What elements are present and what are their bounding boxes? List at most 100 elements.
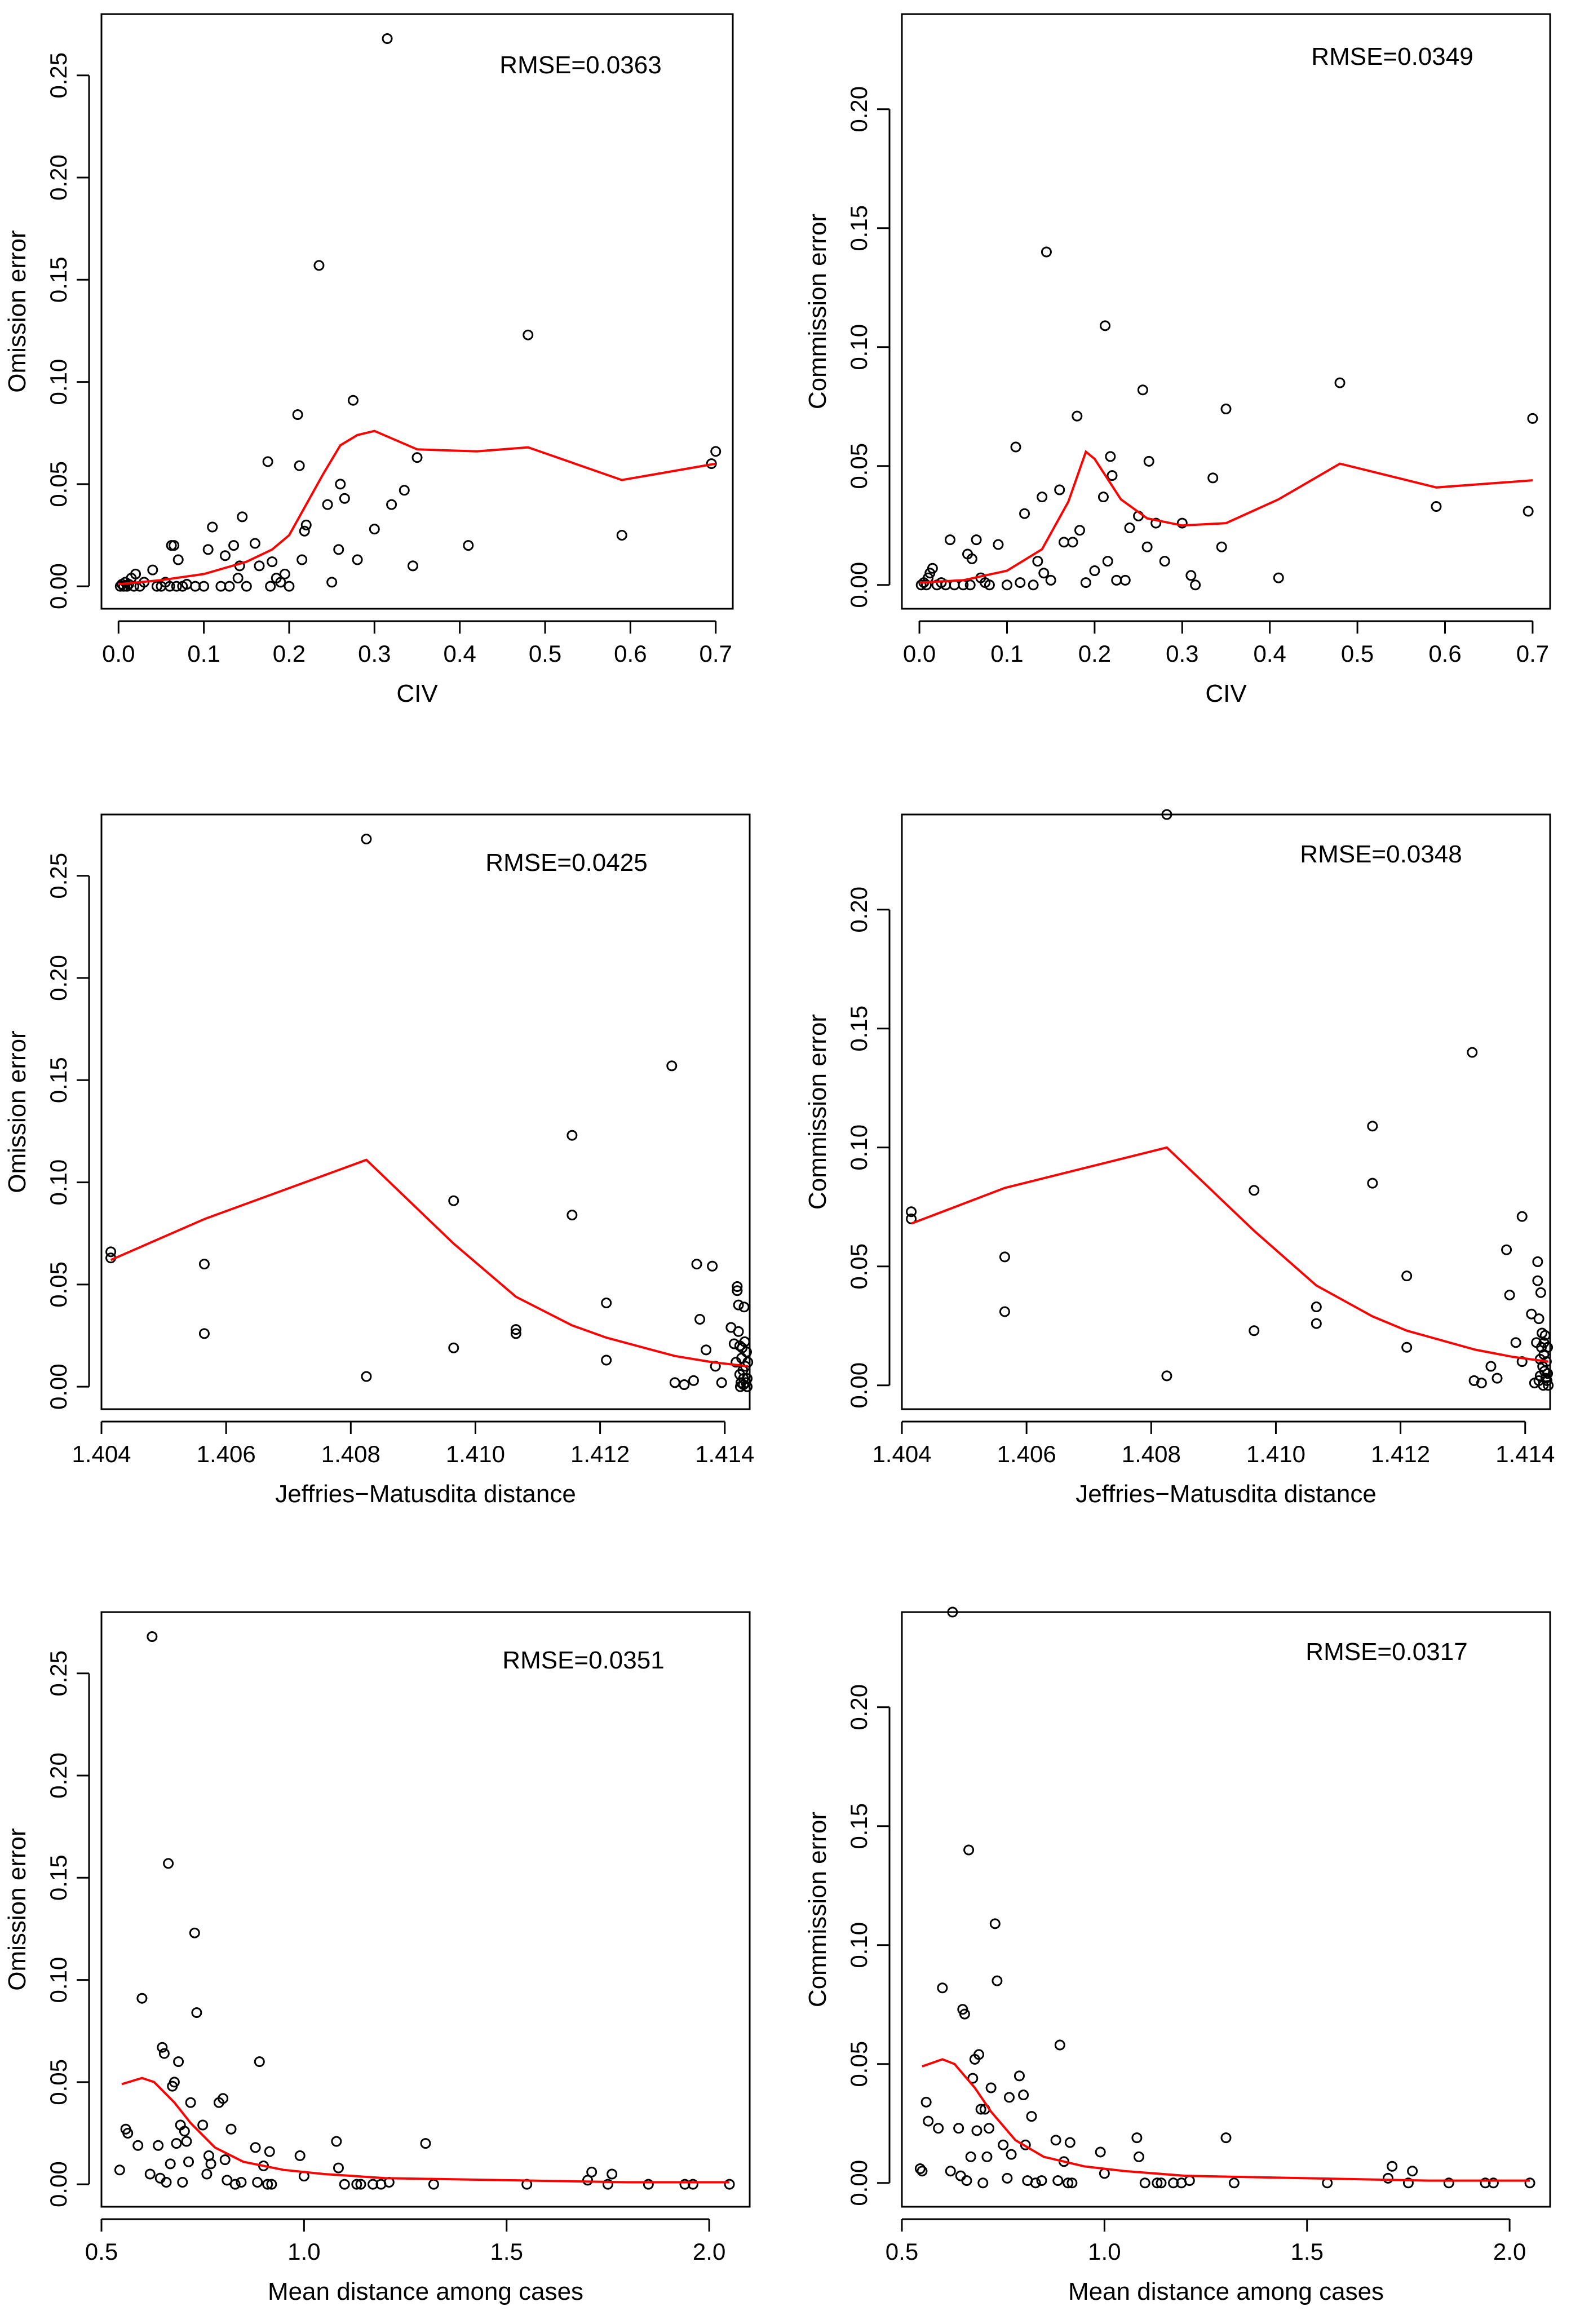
- y-tick-label: 0.10: [45, 359, 72, 405]
- x-tick-label: 1.0: [287, 2238, 320, 2265]
- data-point: [999, 1251, 1010, 1263]
- data-point: [957, 2004, 968, 2015]
- data-point: [601, 1354, 612, 1366]
- data-point: [710, 446, 722, 457]
- y-tick-label: 0.15: [45, 256, 72, 303]
- data-point: [1159, 556, 1170, 567]
- data-point: [1139, 2177, 1150, 2189]
- data-point: [161, 2176, 172, 2188]
- data-point: [993, 539, 1004, 550]
- data-point: [933, 2123, 944, 2134]
- y-axis-label: Omission error: [3, 230, 31, 393]
- x-tick-label: 0.4: [443, 640, 476, 667]
- data-point: [1006, 2149, 1017, 2160]
- data-point: [1054, 2039, 1065, 2051]
- data-point: [241, 581, 252, 592]
- data-point: [1111, 574, 1122, 586]
- y-tick-label: 0.15: [846, 1006, 872, 1052]
- data-point: [510, 1324, 521, 1335]
- data-point: [198, 1328, 210, 1339]
- x-tick-label: 2.0: [1493, 2238, 1526, 2265]
- data-point: [523, 329, 534, 340]
- data-point: [163, 1858, 174, 1869]
- x-tick-label: 0.7: [1516, 640, 1549, 667]
- data-point: [1501, 1244, 1512, 1255]
- data-point: [1176, 517, 1188, 529]
- plot-frame: [901, 1611, 1551, 2208]
- data-point: [1249, 1325, 1260, 1336]
- data-point: [1059, 537, 1069, 548]
- data-point: [1131, 2132, 1143, 2144]
- data-point: [420, 2138, 431, 2149]
- data-point: [1220, 2132, 1232, 2144]
- rmse-annotation: RMSE=0.0363: [499, 51, 661, 79]
- data-point: [219, 2154, 231, 2166]
- data-point: [1156, 2177, 1167, 2189]
- y-tick-label: 0.00: [846, 1362, 872, 1409]
- data-point: [1002, 2172, 1013, 2184]
- x-tick-label: 1.406: [997, 1441, 1056, 1467]
- data-point: [1334, 377, 1346, 388]
- data-point: [1052, 2175, 1064, 2186]
- data-point: [1019, 508, 1030, 519]
- x-tick-label: 0.4: [1254, 640, 1286, 667]
- data-point: [906, 1206, 917, 1218]
- data-point: [252, 2176, 263, 2188]
- data-point: [266, 2179, 277, 2190]
- x-tick-label: 0.2: [273, 640, 306, 667]
- y-tick-label: 0.15: [846, 1803, 872, 1849]
- data-point: [198, 1259, 210, 1270]
- y-tick-label: 0.10: [846, 1125, 872, 1171]
- data-point: [742, 1373, 753, 1384]
- data-point: [1095, 2146, 1106, 2158]
- x-tick-label: 1.404: [72, 1441, 131, 1467]
- data-point: [1476, 1378, 1487, 1389]
- plot-frame: [100, 1611, 751, 2208]
- data-point: [738, 1302, 750, 1313]
- data-point: [914, 2163, 926, 2174]
- data-point: [1030, 2177, 1041, 2189]
- data-point: [224, 581, 235, 592]
- x-tick-label: 1.404: [872, 1441, 931, 1467]
- data-point: [1190, 579, 1201, 591]
- x-tick-label: 0.7: [700, 640, 732, 667]
- y-axis-label: Commission error: [804, 1812, 831, 2007]
- data-point: [169, 540, 180, 551]
- data-point: [250, 2142, 261, 2153]
- data-point: [1510, 1337, 1521, 1348]
- data-point: [232, 573, 244, 584]
- panel-civ-omission: 0.0 0.1 0.2 0.3 0.4 0.5 0.6 0.7 CIV 0.00 0.05 0.10 0…: [3, 13, 734, 707]
- x-tick-label: 1.5: [490, 2238, 523, 2265]
- data-point: [1524, 2177, 1535, 2189]
- data-point: [1273, 572, 1284, 583]
- data-point: [1542, 1342, 1554, 1353]
- y-tick-label: 0.05: [45, 1261, 72, 1308]
- data-point: [977, 2177, 989, 2189]
- data-point: [333, 544, 344, 555]
- y-tick-label: 0.25: [45, 853, 72, 899]
- data-point: [1516, 1211, 1528, 1222]
- data-point: [1383, 2172, 1393, 2184]
- y-tick-label: 0.00: [45, 1364, 72, 1410]
- x-tick-label: 0.2: [1078, 640, 1111, 667]
- x-tick-label: 1.414: [1495, 1441, 1555, 1467]
- y-axis-label: Commission error: [804, 1014, 831, 1210]
- data-point: [999, 1306, 1010, 1317]
- rmse-annotation: RMSE=0.0425: [485, 849, 647, 877]
- data-point: [1032, 556, 1043, 567]
- data-point: [369, 524, 380, 535]
- data-point: [428, 2179, 439, 2190]
- data-point: [171, 581, 182, 592]
- data-point: [706, 458, 717, 470]
- data-point: [947, 1606, 958, 1618]
- data-point: [742, 1357, 754, 1368]
- data-point: [183, 2156, 194, 2167]
- x-axis-label: Mean distance among cases: [1068, 2278, 1384, 2305]
- data-point: [1539, 1330, 1551, 1341]
- data-point: [1028, 579, 1039, 591]
- data-point: [1137, 384, 1148, 396]
- data-point: [687, 2179, 698, 2190]
- data-point: [586, 2166, 598, 2177]
- data-point: [1100, 320, 1111, 331]
- data-point: [229, 2179, 241, 2190]
